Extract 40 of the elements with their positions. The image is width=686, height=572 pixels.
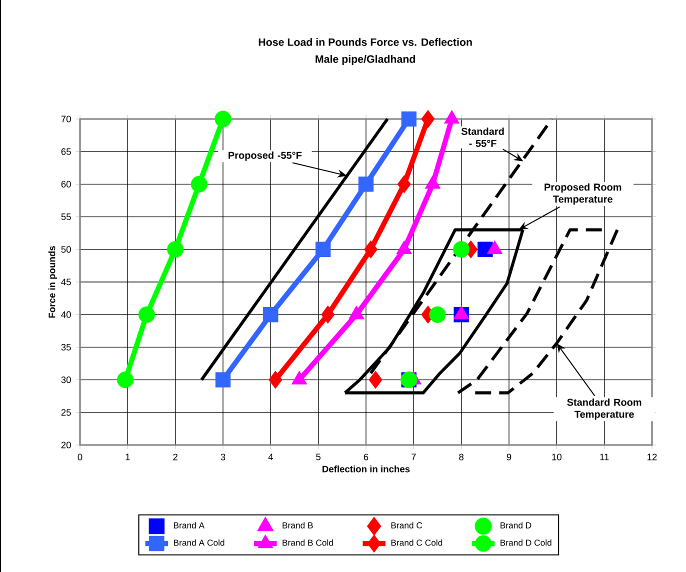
annotation: Standard Room Temperature xyxy=(567,398,642,420)
x-tick-label: 8 xyxy=(459,454,464,460)
x-tick-label: 7 xyxy=(412,454,416,460)
legend-label: Brand A Cold xyxy=(174,539,224,546)
x-tick-label: 11 xyxy=(600,454,609,460)
legend-label: Brand C xyxy=(391,522,422,528)
y-tick-label: 40 xyxy=(61,311,71,318)
x-tick-label: 5 xyxy=(316,454,321,460)
legend-label: Brand C Cold xyxy=(391,539,442,546)
y-tick-label: 45 xyxy=(61,278,71,286)
x-tick-label: 3 xyxy=(220,454,226,460)
x-tick-label: 12 xyxy=(648,454,657,460)
legend-label: Brand A xyxy=(174,522,205,528)
y-tick-label: 70 xyxy=(61,116,71,122)
x-tick-label: 9 xyxy=(506,454,512,460)
chart-subtitle: Male pipe/Gladhand xyxy=(316,55,416,65)
chart-title: Hose Load in Pounds Force vs. Deflection xyxy=(258,38,472,46)
y-tick-label: 20 xyxy=(61,442,71,448)
x-axis-title: Deflection in inches xyxy=(322,465,410,472)
y-tick-label: 65 xyxy=(61,148,71,155)
y-tick-label: 50 xyxy=(61,246,71,253)
annotation: Proposed -55°F xyxy=(228,152,302,161)
y-tick-label: 35 xyxy=(61,344,71,350)
y-tick-label: 25 xyxy=(61,409,71,416)
y-tick-label: 30 xyxy=(61,376,71,384)
x-tick-label: 2 xyxy=(173,454,178,460)
y-tick-label: 55 xyxy=(61,214,71,220)
legend-label: Brand B xyxy=(282,522,313,528)
x-tick-label: 4 xyxy=(268,454,273,460)
annotation: Proposed Room Temperature xyxy=(544,183,622,205)
legend-label: Brand B Cold xyxy=(282,539,333,546)
legend-label: Brand D xyxy=(500,522,532,528)
legend-label: Brand D Cold xyxy=(500,539,552,546)
x-tick-label: 1 xyxy=(126,454,130,460)
y-axis-title: Force in pounds xyxy=(48,246,58,318)
annotation: Standard - 55°F xyxy=(461,128,504,147)
x-tick-label: 10 xyxy=(552,454,562,460)
y-tick-label: 60 xyxy=(61,180,71,188)
x-tick-label: 0 xyxy=(78,454,82,460)
x-tick-label: 6 xyxy=(364,454,368,460)
